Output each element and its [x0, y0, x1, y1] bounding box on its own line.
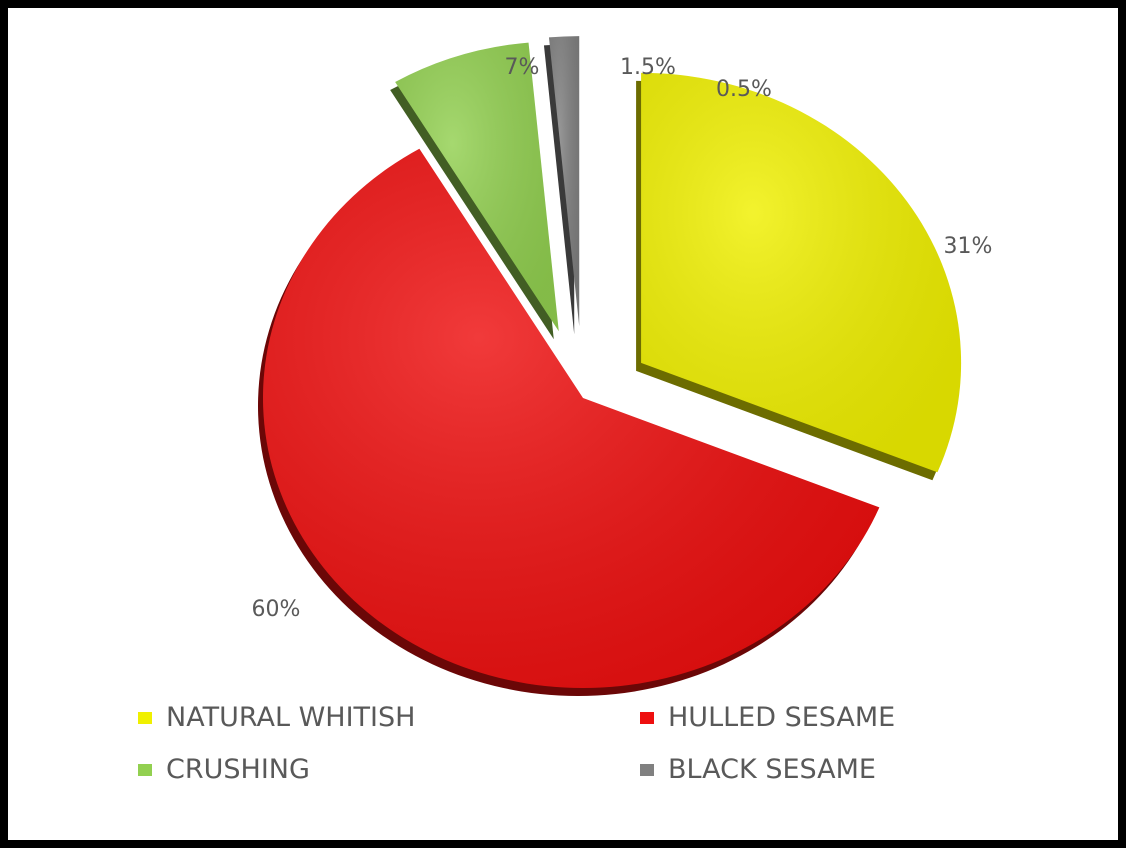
legend-label-2: CRUSHING [166, 754, 310, 785]
legend-label-1: HULLED SESAME [668, 702, 895, 733]
slices-layer [257, 36, 962, 697]
chart-frame: 31% 60% 7% 1.5% 0.5% NATURAL WHITISH HULLED S… [8, 8, 1118, 840]
legend-swatch-1 [640, 712, 654, 724]
slice-shading-1 [262, 148, 880, 689]
data-label-1: 60% [252, 597, 301, 622]
slice-shading-2 [395, 42, 559, 332]
legend: NATURAL WHITISH HULLED SESAME CRUSHING BLAC… [138, 702, 895, 785]
legend-swatch-3 [640, 764, 654, 776]
legend-swatch-2 [138, 764, 152, 776]
data-label-0: 31% [944, 234, 993, 259]
slice-shading-0 [641, 72, 962, 473]
data-label-3: 1.5% [620, 55, 676, 80]
legend-label-3: BLACK SESAME [668, 754, 876, 785]
data-labels-layer: 31% 60% 7% 1.5% 0.5% [252, 55, 993, 622]
legend-label-0: NATURAL WHITISH [166, 702, 415, 733]
data-label-2: 7% [505, 55, 540, 80]
slice-shading-3 [548, 36, 580, 327]
pie-chart: 31% 60% 7% 1.5% 0.5% NATURAL WHITISH HULLED S… [138, 36, 993, 785]
data-label-extra: 0.5% [716, 77, 772, 102]
legend-swatch-0 [138, 712, 152, 724]
